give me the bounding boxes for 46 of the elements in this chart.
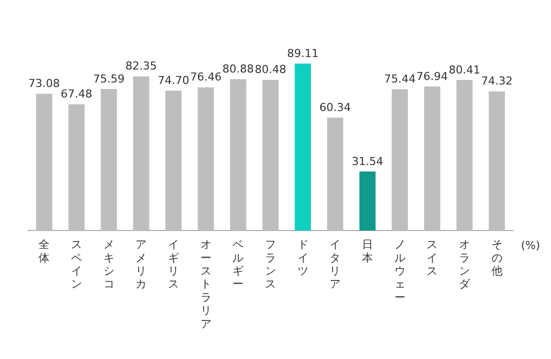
data-label: 80.88 bbox=[222, 62, 254, 76]
x-tick-label: オランダ bbox=[459, 238, 471, 291]
data-label: 60.34 bbox=[319, 100, 351, 114]
x-tick-label: ドイツ bbox=[297, 238, 308, 278]
bar bbox=[262, 80, 279, 231]
x-tick-label: アメリカ bbox=[136, 238, 147, 291]
text: (%) bbox=[521, 238, 540, 252]
x-tick-label: スペイン bbox=[71, 238, 82, 291]
x-tick-label: イタリア bbox=[330, 238, 341, 291]
data-label: 82.35 bbox=[125, 60, 157, 73]
data-label: 73.08 bbox=[28, 77, 60, 90]
data-label: 67.48 bbox=[60, 88, 92, 101]
data-label: 74.32 bbox=[481, 74, 513, 88]
x-tick-label: メキシコ bbox=[103, 238, 114, 291]
x-tick-label: ベルギー bbox=[232, 238, 244, 291]
x-tick-label: フランス bbox=[265, 238, 276, 291]
data-label: 76.94 bbox=[416, 70, 448, 83]
bar bbox=[327, 118, 344, 231]
bar bbox=[424, 86, 440, 231]
x-tick-label: その他 bbox=[491, 238, 502, 278]
data-label: 74.70 bbox=[158, 74, 190, 88]
data-label: 76.46 bbox=[190, 70, 222, 84]
x-tick-label: ノルウェー bbox=[394, 238, 406, 304]
data-label: 80.48 bbox=[254, 63, 286, 76]
bar bbox=[294, 64, 311, 231]
x-tick-label: オーストラリア bbox=[200, 238, 212, 330]
bar bbox=[133, 76, 150, 231]
data-label: 75.44 bbox=[384, 72, 416, 86]
bar bbox=[68, 104, 85, 231]
x-tick-label: 全体 bbox=[38, 238, 50, 264]
bar bbox=[456, 80, 473, 231]
data-label: 31.54 bbox=[352, 154, 384, 168]
data-label: 75.59 bbox=[93, 72, 125, 86]
bar bbox=[100, 88, 117, 231]
x-tick-label: 日本 bbox=[362, 238, 373, 264]
bar bbox=[392, 89, 408, 231]
bar bbox=[488, 91, 505, 231]
bar bbox=[165, 90, 182, 231]
x-tick-label: イギリス bbox=[168, 238, 179, 291]
bar bbox=[36, 94, 52, 231]
data-label: 89.11 bbox=[287, 47, 319, 60]
bar bbox=[359, 172, 376, 231]
data-label: 80.41 bbox=[448, 63, 480, 76]
bar bbox=[230, 79, 246, 231]
x-tick-label: スイス bbox=[426, 238, 438, 278]
bar bbox=[198, 87, 214, 231]
